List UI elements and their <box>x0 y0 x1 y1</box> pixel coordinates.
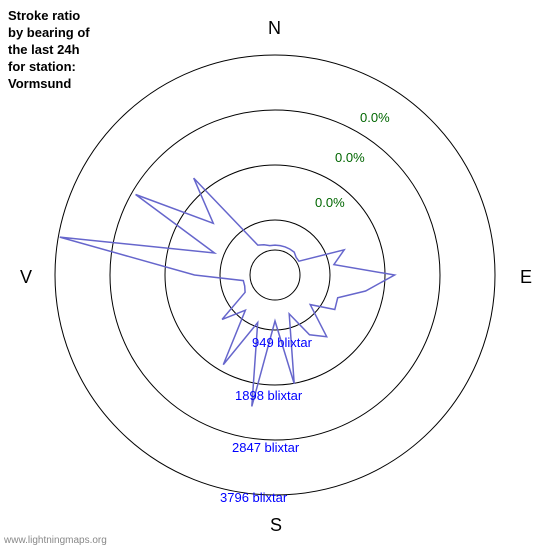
watermark: www.lightningmaps.org <box>4 535 107 546</box>
ring-label: 1898 blixtar <box>235 388 302 403</box>
ring-label: 949 blixtar <box>252 335 312 350</box>
percent-label: 0.0% <box>315 195 345 210</box>
percent-label: 0.0% <box>335 150 365 165</box>
chart-title: Stroke ratio by bearing of the last 24h … <box>8 8 90 92</box>
compass-east: E <box>520 267 532 288</box>
percent-label: 0.0% <box>360 110 390 125</box>
ring-label: 3796 blixtar <box>220 490 287 505</box>
ring-label: 2847 blixtar <box>232 440 299 455</box>
compass-south: S <box>270 515 282 536</box>
compass-west: V <box>20 267 32 288</box>
compass-north: N <box>268 18 281 39</box>
